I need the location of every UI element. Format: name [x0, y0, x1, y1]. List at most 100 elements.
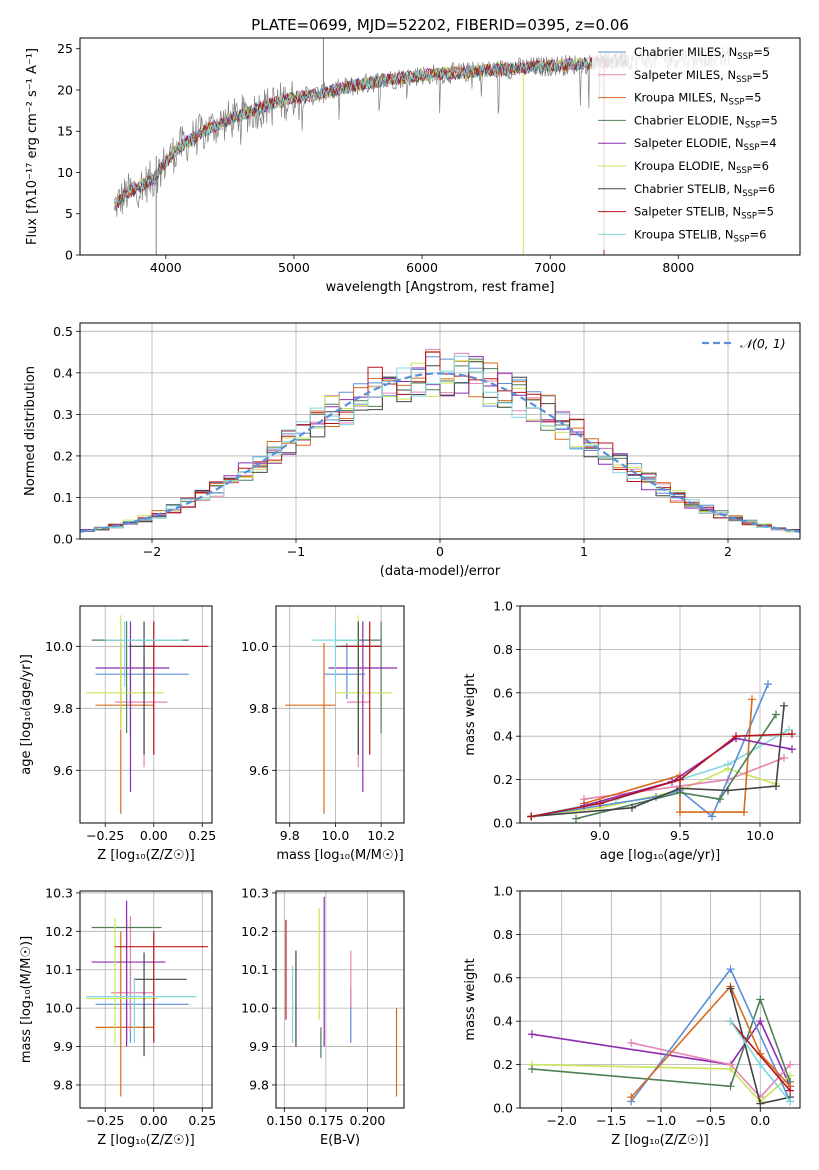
x-tick-label: 6000	[406, 260, 438, 275]
y-tick-label: 0.6	[493, 970, 513, 985]
x-tick-label: 5000	[278, 260, 310, 275]
axes-frame	[275, 605, 405, 824]
y-tick-label: 0.0	[493, 816, 513, 831]
y-tick-label: 9.8	[53, 701, 73, 716]
legend-label-tail: =5	[752, 68, 769, 82]
weight-marker-kroupa_stelib	[786, 1097, 795, 1106]
weight-marker-chabrier_elodie	[756, 995, 765, 1004]
legend-label: Chabrier STELIB, NSSP=6	[634, 182, 775, 199]
weight-marker-salpeter_stelib	[788, 730, 796, 739]
y-axis-label: mass weight	[463, 673, 478, 755]
legend-label-sub: SSP	[729, 98, 745, 108]
weight-marker-salpeter_stelib	[676, 775, 684, 784]
axes-frame	[519, 605, 801, 824]
x-tick-label: 0.0	[750, 1113, 770, 1128]
legend-label-tail: =4	[760, 136, 777, 150]
x-tick-label: 7000	[534, 260, 566, 275]
weight-marker-salpeter_miles	[627, 1038, 636, 1047]
weight-marker-kroupa_stelib	[756, 1060, 765, 1069]
legend-label: Salpeter ELODIE, NSSP=4	[634, 136, 777, 153]
weight-marker-salpeter_stelib	[732, 732, 740, 741]
weight-marker-chabrier_stelib	[772, 782, 780, 791]
x-tick-label: 8000	[662, 260, 694, 275]
x-tick-label: 0.200	[350, 1113, 386, 1128]
weight-marker-salpeter_elodie	[756, 1017, 765, 1026]
legend-label-main: Kroupa ELODIE, N	[634, 159, 736, 173]
y-tick-label: 10	[57, 165, 73, 180]
x-tick-label: 0.25	[188, 828, 216, 843]
legend-label-sub: SSP	[742, 189, 758, 199]
figure-title: PLATE=0699, MJD=52202, FIBERID=0395, z=0…	[251, 16, 629, 34]
y-tick-label: 10.3	[241, 885, 269, 900]
y-tick-label: 0	[65, 248, 73, 263]
weight-marker-kroupa_miles	[748, 695, 756, 704]
panel-mass_vs_Z: −0.25 0.00 0.25 9.8 9.9 10.0 10.1 10.2 10.3 Z [lo…	[19, 885, 216, 1148]
legend-label: 𝒩(0, 1)	[740, 336, 786, 351]
y-axis-label: Normed distribution	[23, 366, 38, 496]
y-tick-label: 0.0	[53, 532, 73, 547]
legend-label-tail: =5	[753, 45, 770, 59]
weight-line-salpeter_miles	[631, 1042, 791, 1099]
y-tick-label: 0.8	[493, 642, 513, 657]
model-line-kroupa_stelib	[114, 53, 628, 211]
legend-label-sub: SSP	[744, 143, 760, 153]
y-tick-label: 0.4	[53, 365, 73, 380]
y-axis-label: mass weight	[463, 958, 478, 1040]
x-tick-label: 9.8	[280, 828, 300, 843]
weight-marker-kroupa_miles	[676, 808, 684, 817]
weight-marker-kroupa_elodie	[726, 1064, 735, 1073]
weight-line-kroupa_elodie	[531, 1063, 791, 1103]
weight-marker-chabrier_elodie	[726, 1082, 735, 1091]
y-tick-label: 10.0	[241, 1001, 269, 1016]
legend-label-sub: SSP	[745, 120, 761, 130]
x-tick-label: 9.0	[590, 828, 610, 843]
weight-marker-chabrier_miles	[708, 812, 716, 821]
weight-marker-chabrier_stelib	[676, 784, 684, 793]
y-tick-label: 20	[57, 82, 73, 97]
x-tick-label: 1	[580, 544, 588, 559]
y-tick-label: 0.2	[493, 1057, 513, 1072]
x-tick-label: −0.25	[86, 1113, 124, 1128]
panel-age_vs_mass: 9.8 10.0 10.2 9.6 9.8 10.0 mass [log₁₀(M/M☉)]	[241, 605, 405, 863]
legend-label-main: Salpeter STELIB, N	[634, 205, 741, 219]
y-tick-label: 9.8	[249, 701, 269, 716]
weight-marker-salpeter_stelib	[596, 799, 604, 808]
weight-line-kroupa_miles	[630, 985, 791, 1098]
x-tick-label: 10.0	[746, 828, 774, 843]
y-tick-label: 0.2	[493, 772, 513, 787]
weight-marker-chabrier_elodie	[572, 814, 580, 823]
panel-weight_vs_Z: −2.0 −1.5 −1.0 −0.5 0.0 0.0 0.2 0.4 0.6 0.8 1.0 Z […	[463, 884, 801, 1148]
legend-label: Salpeter MILES, NSSP=5	[634, 68, 769, 85]
legend-label-sub: SSP	[737, 52, 753, 62]
axes-frame	[79, 890, 213, 1109]
x-tick-label: 9.5	[670, 828, 690, 843]
y-tick-label: 9.9	[53, 1039, 73, 1054]
legend-label-main: Chabrier MILES, N	[634, 45, 737, 59]
weight-marker-salpeter_miles	[786, 1060, 795, 1069]
legend-label-tail: =6	[758, 182, 775, 196]
y-tick-label: 10.1	[241, 962, 269, 977]
legend-background	[592, 44, 798, 250]
y-axis-label: mass [log₁₀(M/M☉)]	[19, 936, 34, 1063]
legend-label-main: Kroupa STELIB, N	[634, 227, 734, 241]
y-tick-label: 9.8	[53, 1077, 73, 1092]
weight-marker-chabrier_stelib	[780, 701, 788, 710]
y-tick-label: 0.3	[53, 407, 73, 422]
legend-label-main: Chabrier ELODIE, N	[634, 113, 745, 127]
weight-marker-chabrier_miles	[764, 680, 772, 689]
legend-label-main: Chabrier STELIB, N	[634, 182, 742, 196]
legend-label-main: Kroupa MILES, N	[634, 91, 729, 105]
legend-label-sub: SSP	[736, 166, 752, 176]
x-tick-label: 0	[436, 544, 444, 559]
weight-line-salpeter_stelib	[729, 1020, 791, 1092]
y-tick-label: 10.0	[45, 1001, 73, 1016]
weight-marker-chabrier_stelib	[726, 984, 735, 993]
x-axis-label: age [log₁₀(age/yr)]	[600, 848, 721, 863]
weight-marker-salpeter_miles	[780, 753, 788, 762]
x-axis-label: mass [log₁₀(M/M☉)]	[276, 848, 403, 863]
legend-label-tail: =6	[749, 227, 766, 241]
axes-frame	[275, 890, 405, 1109]
x-tick-label: 10.2	[367, 828, 395, 843]
weight-marker-salpeter_elodie	[527, 1030, 536, 1039]
